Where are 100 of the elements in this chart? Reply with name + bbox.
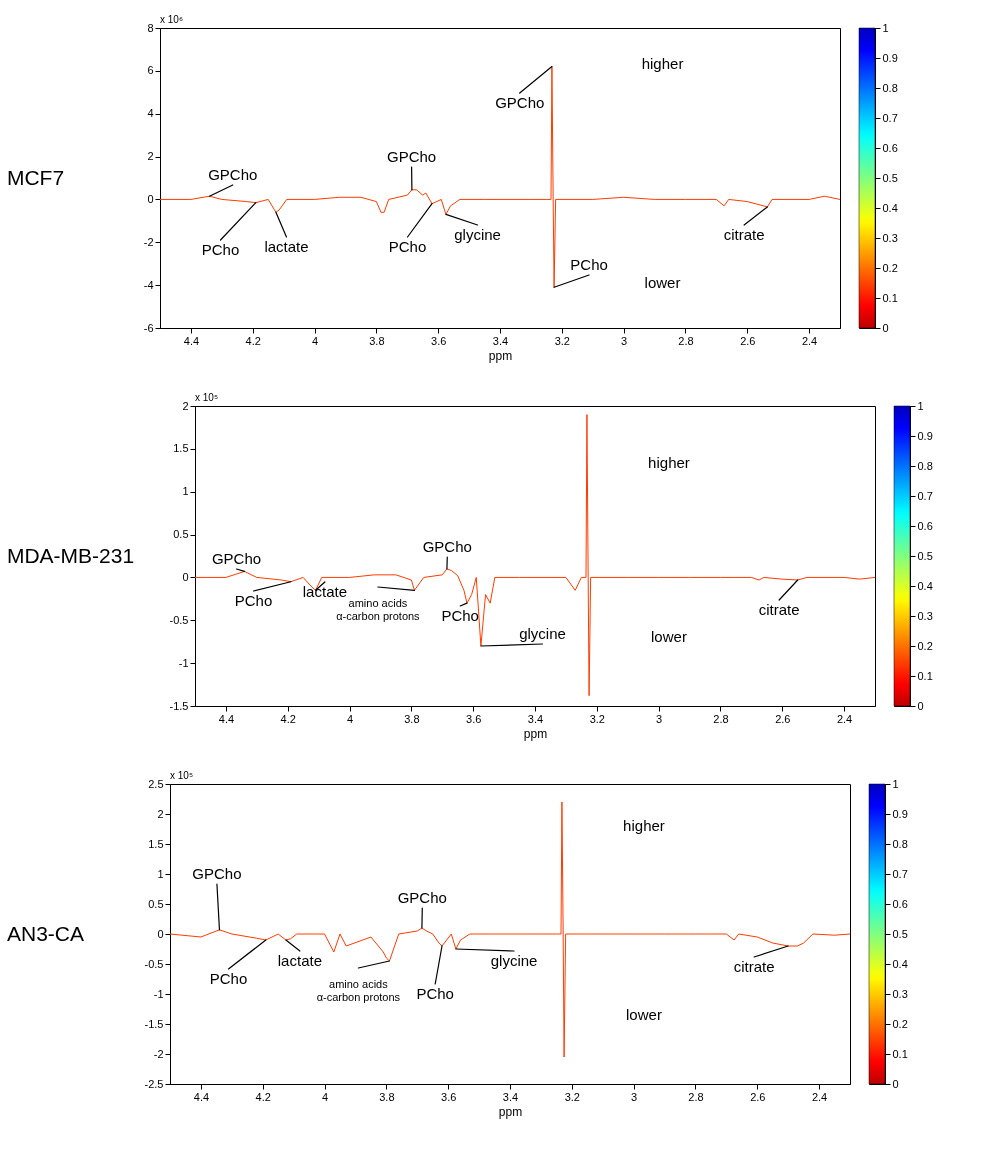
color-bar-label: 0.8 xyxy=(917,459,933,472)
y-tick-label: -0.5 xyxy=(144,957,164,970)
x-tick-label: 3.6 xyxy=(466,712,482,725)
annotation: PCho xyxy=(570,256,608,273)
annotation: citrate xyxy=(758,601,800,618)
x-tick-label: 2.6 xyxy=(740,334,756,347)
y-tick-label: -2 xyxy=(153,1047,164,1060)
color-bar-label: 1 xyxy=(892,777,899,790)
line-series xyxy=(170,801,850,1058)
color-bar-label: 0.5 xyxy=(917,549,933,562)
x-tick-label: 4 xyxy=(346,712,354,725)
y-tick-label: -1 xyxy=(178,656,189,669)
annotation: glycine xyxy=(454,226,501,243)
x-tick-label: 3.6 xyxy=(441,1090,457,1103)
annotation: citrate xyxy=(723,226,765,243)
x-tick-label: 3.4 xyxy=(527,712,544,725)
annotation: PCho xyxy=(201,241,240,258)
annotation: GPCho xyxy=(211,550,262,567)
color-bar-label: 0.2 xyxy=(882,261,898,274)
x-tick-label: 3 xyxy=(621,334,628,347)
y-tick-label: 1 xyxy=(182,485,189,498)
x-tick-label: 3.2 xyxy=(554,334,570,347)
annotation: glycine xyxy=(490,952,538,969)
y-tick-label: -1.5 xyxy=(169,699,189,712)
color-bar-label: 0.9 xyxy=(882,51,898,64)
x-tick-label: 2.6 xyxy=(750,1090,766,1103)
color-bar-label: 0.4 xyxy=(882,201,898,214)
y-tick-label: 1.5 xyxy=(148,837,164,850)
color-bar-label: 0 xyxy=(917,699,924,712)
y-tick-label: 4 xyxy=(147,107,154,120)
annotation: higher xyxy=(641,55,684,72)
annotation: lower xyxy=(626,1006,662,1023)
annotation: citrate xyxy=(733,958,775,975)
y-tick-label: 2 xyxy=(182,399,189,412)
color-bar-label: 0.1 xyxy=(882,291,898,304)
color-bar-label: 0 xyxy=(892,1077,899,1090)
y-tick-label: 2 xyxy=(147,150,154,163)
y-tick-label: 6 xyxy=(147,64,154,77)
color-bar-label: 0.7 xyxy=(917,489,933,502)
annotation: higher xyxy=(648,454,690,471)
annotation: GPCho xyxy=(397,889,447,906)
y-tick-label: -1 xyxy=(153,987,164,1000)
y-tick-label: -2 xyxy=(143,235,154,248)
color-bar-label: 0.2 xyxy=(917,639,933,652)
x-tick-label: 3.2 xyxy=(564,1090,580,1103)
y-axis-title: MDA-MB-231 xyxy=(6,543,135,567)
color-bar-label: 0.6 xyxy=(882,141,898,154)
x-axis-title: ppm xyxy=(488,348,513,363)
annotation: PCho xyxy=(441,607,479,624)
color-bar-label: 0.2 xyxy=(892,1017,908,1030)
x-tick-label: 2.4 xyxy=(801,334,818,347)
annotation: glycine xyxy=(519,625,566,642)
annotation: lactate xyxy=(277,952,322,969)
color-bar-label: 0 xyxy=(882,321,889,334)
x-tick-label: 4.2 xyxy=(280,712,296,725)
y-tick-label: -4 xyxy=(143,278,154,291)
annotation: amino acids α-carbon protons xyxy=(316,978,401,1003)
annotation: amino acids α-carbon protons xyxy=(336,597,421,622)
annotation: lactate xyxy=(264,238,309,255)
x-tick-label: 4.4 xyxy=(193,1090,210,1103)
annotation: GPCho xyxy=(422,538,472,555)
y-tick-label: 0.5 xyxy=(148,897,164,910)
color-bar-label: 0.9 xyxy=(917,429,933,442)
x-tick-label: 2.8 xyxy=(678,334,694,347)
x-tick-label: 4.4 xyxy=(218,712,235,725)
annotation: GPCho xyxy=(192,865,242,882)
y-tick-label: -0.5 xyxy=(169,613,189,626)
color-bar-label: 0.6 xyxy=(892,897,908,910)
color-bar-label: 0.8 xyxy=(882,81,898,94)
color-bar-label: 0.3 xyxy=(882,231,898,244)
x-tick-label: 2.8 xyxy=(713,712,729,725)
color-bar-label: 0.6 xyxy=(917,519,933,532)
x-tick-label: 4.2 xyxy=(245,334,261,347)
y-tick-label: 2.5 xyxy=(148,777,164,790)
color-bar-label: 0.3 xyxy=(917,609,933,622)
x-tick-label: 2.8 xyxy=(688,1090,704,1103)
text: x 10⁵ xyxy=(170,770,194,781)
x-tick-label: 2.4 xyxy=(836,712,853,725)
x-tick-label: 4 xyxy=(311,334,319,347)
annotation: lactate xyxy=(302,583,347,600)
annotation: GPCho xyxy=(208,166,258,183)
x-axis-title: ppm xyxy=(523,726,548,741)
x-tick-label: 2.4 xyxy=(811,1090,828,1103)
x-tick-label: 3.8 xyxy=(369,334,385,347)
x-tick-label: 3.8 xyxy=(379,1090,395,1103)
color-bar-label: 1 xyxy=(917,399,924,412)
color-bar-label: 0.8 xyxy=(892,837,908,850)
x-tick-label: 3.4 xyxy=(492,334,509,347)
x-tick-label: 4 xyxy=(321,1090,329,1103)
color-bar-label: 0.1 xyxy=(917,669,933,682)
text: x 10⁶ xyxy=(160,14,184,25)
y-axis-title: MCF7 xyxy=(6,165,65,189)
y-tick-label: -2.5 xyxy=(144,1077,164,1090)
y-tick-label: -1.5 xyxy=(144,1017,164,1030)
y-tick-label: -6 xyxy=(143,321,154,334)
x-tick-label: 4.4 xyxy=(183,334,200,347)
line-series xyxy=(195,414,875,697)
color-bar-label: 0.5 xyxy=(892,927,908,940)
annotation: PCho xyxy=(388,238,427,255)
annotation: PCho xyxy=(209,970,248,987)
